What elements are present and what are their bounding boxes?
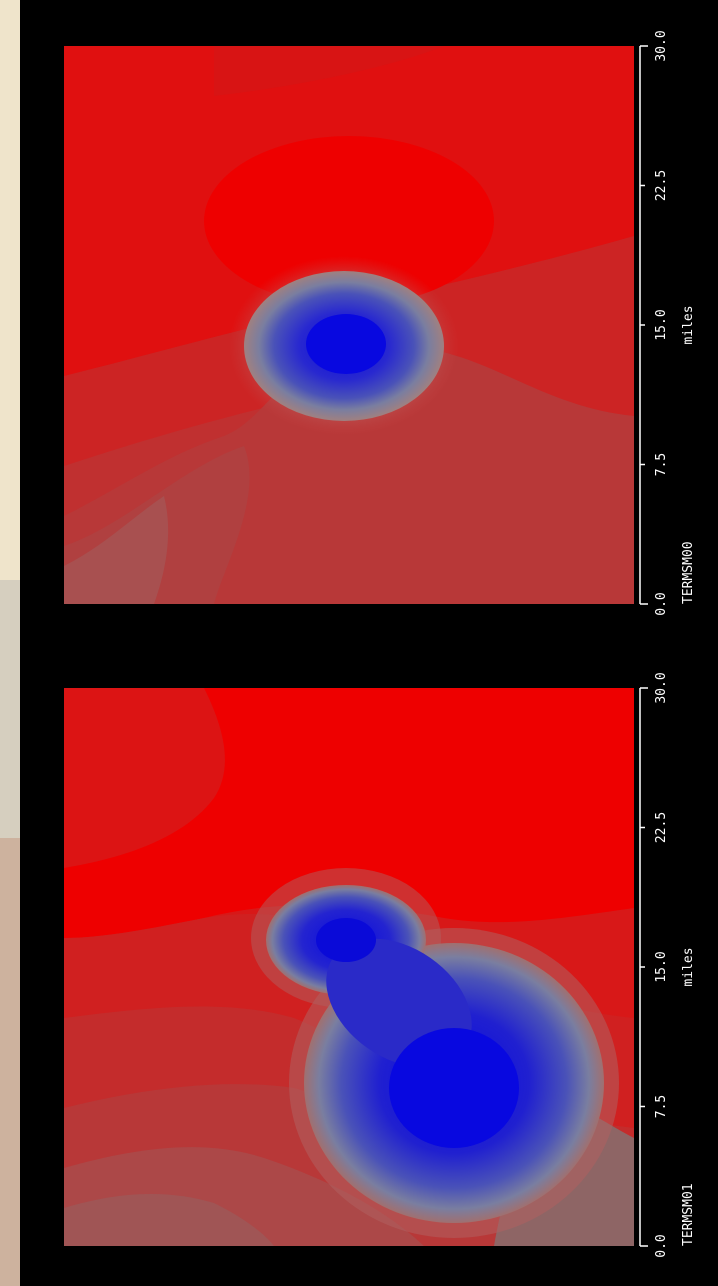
tick-label: 15.0 <box>654 951 669 982</box>
panel-title: TERMSM01 <box>681 1183 696 1246</box>
tick-label: 7.5 <box>654 1095 669 1118</box>
tick-label: 22.5 <box>654 170 669 201</box>
tick-label: 22.5 <box>654 812 669 843</box>
tick-label: 15.0 <box>654 309 669 340</box>
heatmap-termsm01 <box>64 688 634 1246</box>
axis-termsm01: 0.0 7.5 15.0 22.5 30.0 miles TERMSM01 <box>639 672 696 1258</box>
tick-label: 0.0 <box>654 1234 669 1257</box>
heatmap-termsm00-canvas <box>64 46 634 604</box>
tick-label: 7.5 <box>654 453 669 476</box>
tick-label: 0.0 <box>654 592 669 615</box>
tick-label: 30.0 <box>654 672 669 703</box>
panel-title: TERMSM00 <box>681 541 696 604</box>
tick-label: 30.0 <box>654 30 669 61</box>
heatmap-termsm01-canvas <box>64 688 634 1246</box>
axis-label-miles: miles <box>681 947 696 986</box>
axis-termsm00: 0.0 7.5 15.0 22.5 30.0 miles TERMSM00 <box>639 30 696 616</box>
axis-label-miles: miles <box>681 305 696 344</box>
heatmap-termsm00 <box>64 46 634 604</box>
